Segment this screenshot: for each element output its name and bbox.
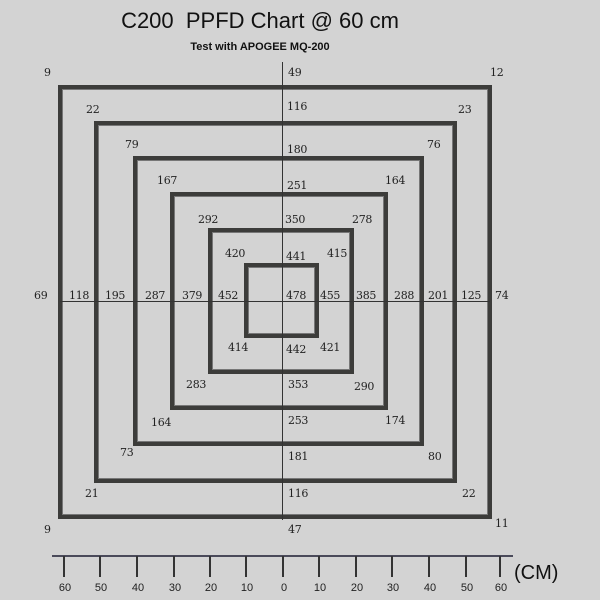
horizontal-axis-line xyxy=(60,301,490,302)
scale-tick-label: 20 xyxy=(350,582,364,594)
reading: 441 xyxy=(286,250,307,263)
reading: 385 xyxy=(356,289,377,302)
reading: 287 xyxy=(145,289,166,302)
reading: 73 xyxy=(120,446,134,459)
reading: 174 xyxy=(385,414,406,427)
reading: 478 xyxy=(286,289,307,302)
reading: 118 xyxy=(69,289,90,302)
scale-tick-label: 10 xyxy=(313,582,327,594)
scale-tick xyxy=(63,556,65,577)
scale-tick-label: 20 xyxy=(204,582,218,594)
scale-tick-label: 60 xyxy=(58,582,72,594)
scale-tick xyxy=(499,556,501,577)
square-ring-6 xyxy=(244,263,319,338)
reading: 278 xyxy=(352,213,373,226)
scale-tick xyxy=(428,556,430,577)
reading: 353 xyxy=(288,378,309,391)
reading: 79 xyxy=(125,138,139,151)
scale-tick-label: 40 xyxy=(131,582,145,594)
reading: 69 xyxy=(34,289,48,302)
reading: 80 xyxy=(428,450,442,463)
reading: 421 xyxy=(320,341,341,354)
reading: 452 xyxy=(218,289,239,302)
reading: 350 xyxy=(285,213,306,226)
scale-tick xyxy=(355,556,357,577)
scale-tick xyxy=(209,556,211,577)
reading: 11 xyxy=(495,517,509,530)
scale-tick xyxy=(318,556,320,577)
scale-tick-label: 50 xyxy=(94,582,108,594)
vertical-axis-line xyxy=(282,62,283,520)
chart-subtitle: Test with APOGEE MQ-200 xyxy=(190,41,330,53)
reading: 195 xyxy=(105,289,126,302)
reading: 9 xyxy=(44,66,51,79)
square-ring-1 xyxy=(58,85,492,519)
reading: 22 xyxy=(462,487,476,500)
reading: 116 xyxy=(288,487,309,500)
reading: 47 xyxy=(288,523,302,536)
reading: 9 xyxy=(44,523,51,536)
reading: 22 xyxy=(86,103,100,116)
reading: 21 xyxy=(85,487,99,500)
reading: 288 xyxy=(394,289,415,302)
reading: 164 xyxy=(151,416,172,429)
reading: 251 xyxy=(287,179,308,192)
scale-tick xyxy=(245,556,247,577)
scale-tick xyxy=(173,556,175,577)
scale-tick-label: 60 xyxy=(494,582,508,594)
scale-tick xyxy=(391,556,393,577)
reading: 283 xyxy=(186,378,207,391)
reading: 49 xyxy=(288,66,302,79)
reading: 290 xyxy=(354,380,375,393)
reading: 167 xyxy=(157,174,178,187)
reading: 420 xyxy=(225,247,246,260)
reading: 23 xyxy=(458,103,472,116)
scale-tick xyxy=(99,556,101,577)
scale-tick-label: 50 xyxy=(460,582,474,594)
reading: 116 xyxy=(287,100,308,113)
scale-tick-label: 30 xyxy=(168,582,182,594)
scale-tick-label: 30 xyxy=(386,582,400,594)
reading: 379 xyxy=(182,289,203,302)
reading: 415 xyxy=(327,247,348,260)
reading: 76 xyxy=(427,138,441,151)
scale-tick-label: 40 xyxy=(423,582,437,594)
reading: 455 xyxy=(320,289,341,302)
scale-tick xyxy=(282,556,284,577)
reading: 253 xyxy=(288,414,309,427)
reading: 442 xyxy=(286,343,307,356)
scale-tick xyxy=(465,556,467,577)
reading: 12 xyxy=(490,66,504,79)
reading: 181 xyxy=(288,450,309,463)
reading: 164 xyxy=(385,174,406,187)
reading: 74 xyxy=(495,289,509,302)
square-ring-2 xyxy=(94,121,457,483)
reading: 292 xyxy=(198,213,219,226)
reading: 201 xyxy=(428,289,449,302)
scale-tick-label: 10 xyxy=(240,582,254,594)
scale-tick-label: 0 xyxy=(280,582,288,594)
reading: 414 xyxy=(228,341,249,354)
scale-unit: (CM) xyxy=(514,562,559,584)
reading: 180 xyxy=(287,143,308,156)
chart-title: C200 PPFD Chart @ 60 cm xyxy=(121,8,399,33)
reading: 125 xyxy=(461,289,482,302)
scale-tick xyxy=(136,556,138,577)
